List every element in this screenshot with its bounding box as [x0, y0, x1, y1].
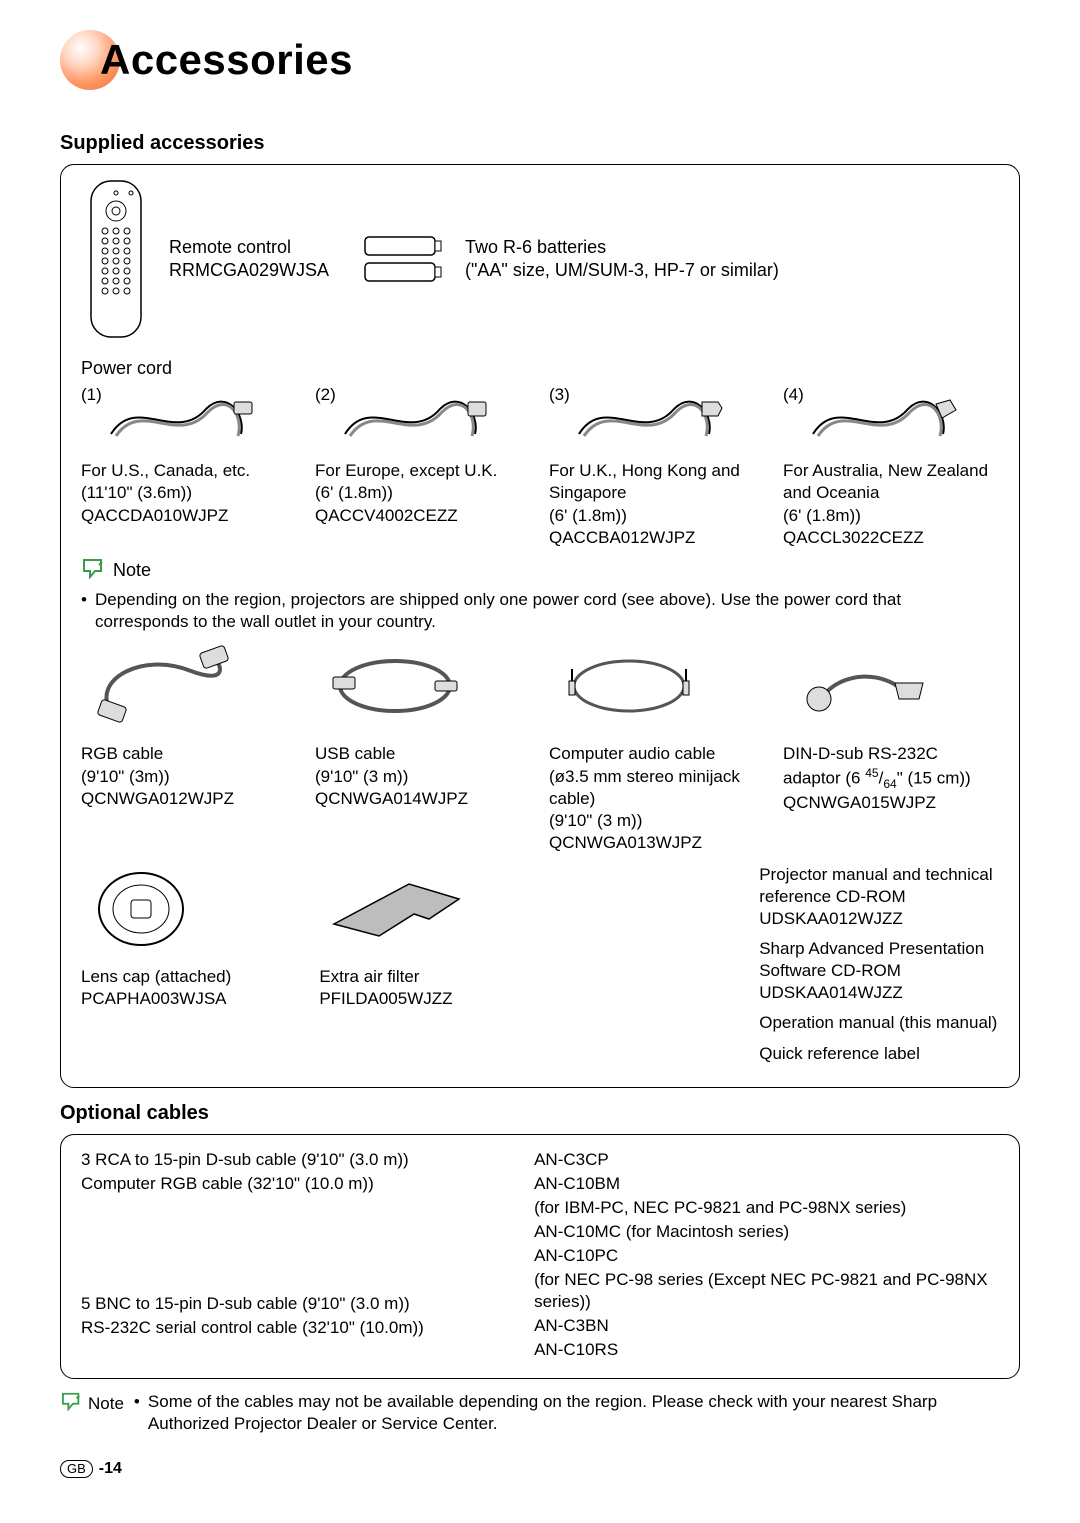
misc-right-1: Sharp Advanced Presentation Software CD-…: [759, 938, 999, 1004]
note-icon: [60, 1391, 84, 1417]
battery-desc: ("AA" size, UM/SUM-3, HP-7 or similar): [465, 259, 779, 282]
cord3-num: (3): [549, 384, 570, 406]
lens-cap-l2: PCAPHA003WJSA: [81, 988, 301, 1010]
rgb-cable-l2: (9'10" (3m)): [81, 766, 297, 788]
cord4-num: (4): [783, 384, 804, 406]
opt-l1: Computer RGB cable (32'10" (10.0 m)): [81, 1173, 494, 1195]
rgb-cable-l1: RGB cable: [81, 743, 297, 765]
optional-right-col: AN-C3CP AN-C10BM (for IBM-PC, NEC PC-982…: [534, 1149, 999, 1364]
power-cord-label: Power cord: [81, 357, 999, 380]
cord3-illustration: [574, 384, 724, 454]
cord4-l1: For Australia, New Zealand and Oceania: [783, 460, 999, 504]
remote-illustration: [81, 179, 151, 339]
rgb-cable-l3: QCNWGA012WJPZ: [81, 788, 297, 810]
remote-partno: RRMCGA029WJSA: [169, 259, 329, 282]
supplied-note-text: Depending on the region, projectors are …: [95, 589, 999, 633]
supplied-note-header: Note: [81, 557, 999, 585]
supplied-frame: Remote control RRMCGA029WJSA Two R-6 bat…: [60, 164, 1020, 1088]
cord4-l3: QACCL3022CEZZ: [783, 527, 999, 549]
rs232-l1: DIN-D-sub RS-232C: [783, 743, 999, 765]
misc-right-3: Quick reference label: [759, 1043, 999, 1065]
cord3-l3: QACCBA012WJPZ: [549, 527, 765, 549]
usb-cable-l2: (9'10" (3 m)): [315, 766, 531, 788]
cord1-l3: QACCDA010WJPZ: [81, 505, 297, 527]
cord2-l1: For Europe, except U.K.: [315, 460, 531, 482]
cables-row: RGB cable (9'10" (3m)) QCNWGA012WJPZ USB…: [81, 641, 999, 854]
supplied-heading: Supplied accessories: [60, 130, 1020, 156]
supplied-note-body: • Depending on the region, projectors ar…: [81, 589, 999, 633]
cord4-l2: (6' (1.8m)): [783, 505, 999, 527]
page-title: Accessories: [100, 33, 353, 88]
audio-cable-illustration: [549, 641, 709, 731]
rs232-adaptor-illustration: [783, 641, 943, 731]
audio-cable-l1: Computer audio cable: [549, 743, 765, 765]
cord3-l2: (6' (1.8m)): [549, 505, 765, 527]
optional-note-text: Some of the cables may not be available …: [148, 1391, 1020, 1435]
rs232-l2: adaptor (6 45/64" (15 cm)): [783, 766, 999, 793]
cord3-l1: For U.K., Hong Kong and Singapore: [549, 460, 765, 504]
cord2-l3: QACCV4002CEZZ: [315, 505, 531, 527]
opt-l4: [81, 1245, 494, 1267]
region-badge: GB: [60, 1460, 93, 1478]
optional-frame: 3 RCA to 15-pin D-sub cable (9'10" (3.0 …: [60, 1134, 1020, 1379]
battery-label: Two R-6 batteries: [465, 236, 779, 259]
remote-label: Remote control: [169, 236, 329, 259]
audio-cable-l3: (9'10" (3 m)): [549, 810, 765, 832]
audio-cable-l2: (ø3.5 mm stereo minijack cable): [549, 766, 765, 810]
cord1-l2: (11'10" (3.6m)): [81, 482, 297, 504]
optional-left-col: 3 RCA to 15-pin D-sub cable (9'10" (3.0 …: [81, 1149, 494, 1364]
usb-cable-l1: USB cable: [315, 743, 531, 765]
lens-cap-l1: Lens cap (attached): [81, 966, 301, 988]
page-header: Accessories: [60, 30, 1020, 90]
opt-l3: [81, 1221, 494, 1243]
opt-l2: [81, 1197, 494, 1219]
page-footer: GB -14: [60, 1459, 1020, 1480]
audio-cable-l4: QCNWGA013WJPZ: [549, 832, 765, 854]
air-filter-l2: PFILDA005WJZZ: [319, 988, 539, 1010]
opt-l0: 3 RCA to 15-pin D-sub cable (9'10" (3.0 …: [81, 1149, 494, 1171]
misc-right-0: Projector manual and technical reference…: [759, 864, 999, 930]
opt-r6: AN-C3BN: [534, 1315, 999, 1337]
opt-r5: (for NEC PC-98 series (Except NEC PC-982…: [534, 1269, 999, 1313]
rs232-l3: QCNWGA015WJPZ: [783, 792, 999, 814]
page-number: -14: [99, 1459, 122, 1480]
opt-r3: AN-C10MC (for Macintosh series): [534, 1221, 999, 1243]
cord1-l1: For U.S., Canada, etc.: [81, 460, 297, 482]
lens-cap-illustration: [81, 864, 201, 954]
air-filter-l1: Extra air filter: [319, 966, 539, 988]
opt-l6: 5 BNC to 15-pin D-sub cable (9'10" (3.0 …: [81, 1293, 494, 1315]
cord4-illustration: [808, 384, 958, 454]
opt-l7: RS-232C serial control cable (32'10" (10…: [81, 1317, 494, 1339]
note-icon: [81, 557, 107, 585]
opt-l5: [81, 1269, 494, 1291]
opt-r7: AN-C10RS: [534, 1339, 999, 1361]
opt-r2: (for IBM-PC, NEC PC-9821 and PC-98NX ser…: [534, 1197, 999, 1219]
optional-footnote: Note • Some of the cables may not be ava…: [60, 1391, 1020, 1435]
usb-cable-l3: QCNWGA014WJPZ: [315, 788, 531, 810]
air-filter-illustration: [319, 864, 469, 954]
opt-r1: AN-C10BM: [534, 1173, 999, 1195]
cord2-num: (2): [315, 384, 336, 406]
optional-heading: Optional cables: [60, 1100, 1020, 1126]
opt-r4: AN-C10PC: [534, 1245, 999, 1267]
cord1-num: (1): [81, 384, 102, 406]
optional-note-label: Note: [88, 1393, 124, 1415]
rgb-cable-illustration: [81, 641, 241, 731]
misc-right-2: Operation manual (this manual): [759, 1012, 999, 1034]
battery-illustration: [359, 229, 449, 289]
cord2-l2: (6' (1.8m)): [315, 482, 531, 504]
supplied-note-label: Note: [113, 559, 151, 582]
cord1-illustration: [106, 384, 256, 454]
cord2-illustration: [340, 384, 490, 454]
usb-cable-illustration: [315, 641, 475, 731]
opt-r0: AN-C3CP: [534, 1149, 999, 1171]
power-cords-row: (1) For U.S., Canada, etc. (11'10" (3.6m…: [81, 384, 999, 548]
